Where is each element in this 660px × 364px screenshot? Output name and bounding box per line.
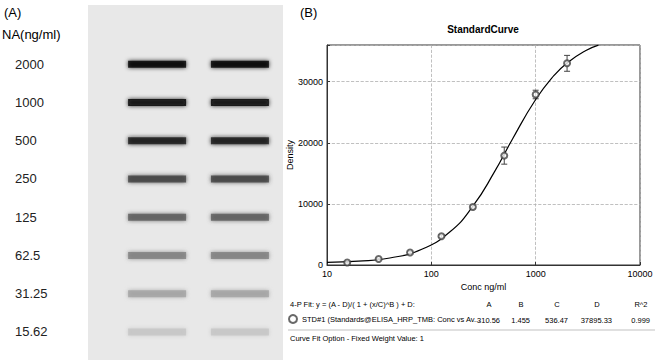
svg-text:536.47: 536.47 bbox=[545, 316, 568, 325]
svg-text:0: 0 bbox=[318, 260, 323, 270]
svg-text:R^2: R^2 bbox=[634, 300, 647, 309]
svg-text:NA(ng/ml): NA(ng/ml) bbox=[2, 27, 61, 42]
svg-text:30000: 30000 bbox=[298, 77, 323, 87]
svg-text:2000: 2000 bbox=[15, 57, 44, 72]
svg-text:1.455: 1.455 bbox=[511, 316, 530, 325]
svg-text:10: 10 bbox=[322, 269, 332, 279]
svg-text:250: 250 bbox=[15, 171, 37, 186]
svg-text:(B): (B) bbox=[300, 5, 317, 20]
svg-text:STD#1 (Standards@ELISA_HRP_TMB: STD#1 (Standards@ELISA_HRP_TMB: Conc vs … bbox=[302, 315, 480, 324]
svg-text:500: 500 bbox=[15, 133, 37, 148]
svg-text:A: A bbox=[486, 300, 491, 309]
svg-text:125: 125 bbox=[15, 210, 37, 225]
svg-text:D: D bbox=[594, 300, 600, 309]
svg-text:37895.33: 37895.33 bbox=[581, 316, 612, 325]
svg-text:310.56: 310.56 bbox=[477, 316, 500, 325]
svg-text:15.62: 15.62 bbox=[15, 324, 48, 339]
svg-text:4-P Fit: y = (A - D)/( 1 + (x/: 4-P Fit: y = (A - D)/( 1 + (x/C)^B ) + D… bbox=[290, 300, 415, 309]
svg-text:0.999: 0.999 bbox=[631, 316, 650, 325]
svg-text:C: C bbox=[554, 300, 560, 309]
svg-text:1000: 1000 bbox=[15, 95, 44, 110]
svg-text:Conc ng/ml: Conc ng/ml bbox=[461, 282, 507, 292]
svg-text:Density: Density bbox=[285, 139, 295, 170]
svg-text:10000: 10000 bbox=[627, 269, 652, 279]
svg-text:10000: 10000 bbox=[298, 199, 323, 209]
svg-text:31.25: 31.25 bbox=[15, 286, 48, 301]
svg-text:100: 100 bbox=[424, 269, 439, 279]
svg-text:Curve Fit Option - Fixed Weigh: Curve Fit Option - Fixed Weight Value: 1 bbox=[290, 334, 424, 343]
svg-text:B: B bbox=[518, 300, 523, 309]
svg-text:1000: 1000 bbox=[526, 269, 546, 279]
svg-text:62.5: 62.5 bbox=[15, 248, 40, 263]
svg-text:20000: 20000 bbox=[298, 138, 323, 148]
svg-text:StandardCurve: StandardCurve bbox=[447, 24, 519, 35]
svg-text:(A): (A) bbox=[4, 5, 21, 20]
